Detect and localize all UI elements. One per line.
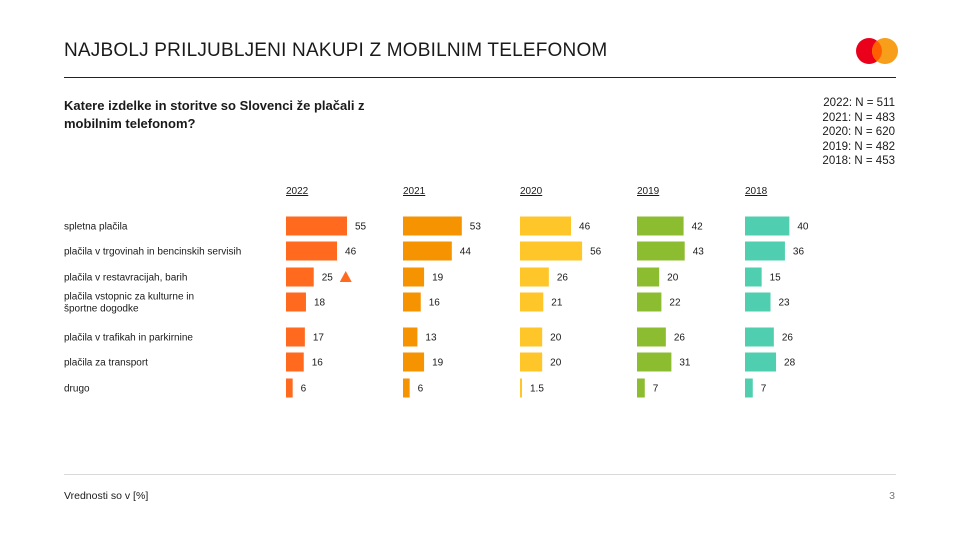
bar-2020: [520, 378, 522, 398]
category-label: plačila v trafikah in parkirnine: [64, 333, 193, 344]
value-label-2019: 20: [667, 273, 679, 284]
value-label-2021: 53: [470, 222, 482, 233]
survey-question: Katere izdelke in storitve so Slovenci ž…: [64, 98, 365, 131]
bar-2019: [637, 352, 672, 372]
value-label-2018: 15: [770, 273, 782, 284]
series-header-2021: 2021: [403, 186, 426, 197]
category-label: športne dogodke: [64, 304, 139, 315]
category-label: plačila v trgovinah in bencinskih servis…: [64, 247, 241, 258]
value-label-2020: 20: [550, 333, 562, 344]
series-header-2018: 2018: [745, 186, 768, 197]
bar-2021: [403, 292, 421, 312]
value-label-2021: 19: [432, 358, 444, 369]
series-header-2022: 2022: [286, 186, 309, 197]
bar-2021: [403, 327, 418, 347]
value-label-2018: 40: [797, 222, 809, 233]
bar-2020: [520, 216, 572, 236]
bar-2019: [637, 327, 666, 347]
bar-2019: [637, 216, 684, 236]
bar-2019: [637, 378, 645, 398]
value-label-2019: 42: [692, 222, 704, 233]
bar-2019: [637, 292, 662, 312]
sample-size-2021: 2021: N = 483: [822, 111, 895, 124]
value-label-2019: 31: [679, 358, 691, 369]
bar-2018: [745, 327, 774, 347]
bar-2020: [520, 267, 549, 287]
footnote: Vrednosti so v [%]: [64, 490, 149, 502]
bar-2018: [745, 292, 771, 312]
value-label-2022: 16: [312, 358, 324, 369]
value-label-2020: 1.5: [530, 384, 544, 395]
value-label-2021: 6: [418, 384, 424, 395]
bar-2021: [403, 352, 425, 372]
footer-divider: [64, 474, 896, 475]
bar-2021: [403, 267, 425, 287]
value-label-2018: 28: [784, 358, 796, 369]
value-label-2018: 36: [793, 247, 805, 258]
sample-size-2022: 2022: N = 511: [823, 97, 895, 109]
series-header-2019: 2019: [637, 186, 660, 197]
value-label-2020: 46: [579, 222, 591, 233]
sample-size-2020: 2020: N = 620: [822, 126, 895, 139]
value-label-2020: 26: [557, 273, 569, 284]
sample-sizes: 2022: N = 511 2021: N = 483 2020: N = 62…: [822, 96, 895, 169]
bar-2019: [637, 241, 685, 261]
category-label: drugo: [64, 384, 90, 395]
bar-2018: [745, 352, 777, 372]
sample-size-2018: 2018: N = 453: [822, 155, 895, 168]
bar-2021: [403, 216, 462, 236]
sample-size-2019: 2019: N = 482: [822, 140, 895, 153]
value-label-2021: 13: [425, 333, 437, 344]
category-label: spletna plačila: [64, 222, 128, 233]
bar-2022: [286, 378, 293, 398]
bar-2022: [286, 327, 305, 347]
category-label: plačila za transport: [64, 358, 148, 369]
bar-2020: [520, 292, 544, 312]
bar-2020: [520, 241, 583, 261]
header-divider: [64, 77, 896, 78]
bar-2018: [745, 267, 762, 287]
value-label-2019: 22: [669, 298, 681, 309]
value-label-2019: 26: [674, 333, 686, 344]
page-title: NAJBOLJ PRILJUBLJENI NAKUPI Z MOBILNIM T…: [64, 40, 608, 61]
bar-2022: [286, 241, 338, 261]
logo-overlap: [872, 40, 882, 62]
bar-2022: [286, 352, 304, 372]
bar-2020: [520, 327, 543, 347]
value-label-2022: 46: [345, 247, 357, 258]
page-number: 3: [889, 490, 895, 502]
value-label-2020: 21: [551, 298, 563, 309]
series-header-2020: 2020: [520, 186, 543, 197]
category-label: plačila vstopnic za kulturne in: [64, 292, 194, 303]
value-label-2018: 23: [779, 298, 791, 309]
category-label: plačila v restavracijah, barih: [64, 273, 187, 284]
bar-2022: [286, 292, 306, 312]
bar-2021: [403, 378, 410, 398]
value-label-2022: 55: [355, 222, 367, 233]
value-label-2019: 7: [653, 384, 659, 395]
bar-2021: [403, 241, 452, 261]
value-label-2021: 44: [460, 247, 472, 258]
bar-2022: [286, 216, 347, 236]
bar-2020: [520, 352, 543, 372]
bar-2018: [745, 216, 790, 236]
bar-2022: [286, 267, 314, 287]
mastercard-logo: [856, 38, 898, 64]
value-label-2021: 19: [432, 273, 444, 284]
value-label-2018: 7: [761, 384, 767, 395]
value-label-2018: 26: [782, 333, 794, 344]
bar-2018: [745, 378, 753, 398]
value-label-2020: 20: [550, 358, 562, 369]
value-label-2019: 43: [693, 247, 705, 258]
value-label-2022: 18: [314, 298, 326, 309]
bar-2019: [637, 267, 660, 287]
value-label-2022: 6: [301, 384, 307, 395]
bar-2018: [745, 241, 785, 261]
value-label-2022: 25: [322, 273, 334, 284]
value-label-2022: 17: [313, 333, 325, 344]
value-label-2020: 56: [590, 247, 602, 258]
value-label-2021: 16: [429, 298, 441, 309]
increase-triangle-icon: [339, 271, 352, 282]
